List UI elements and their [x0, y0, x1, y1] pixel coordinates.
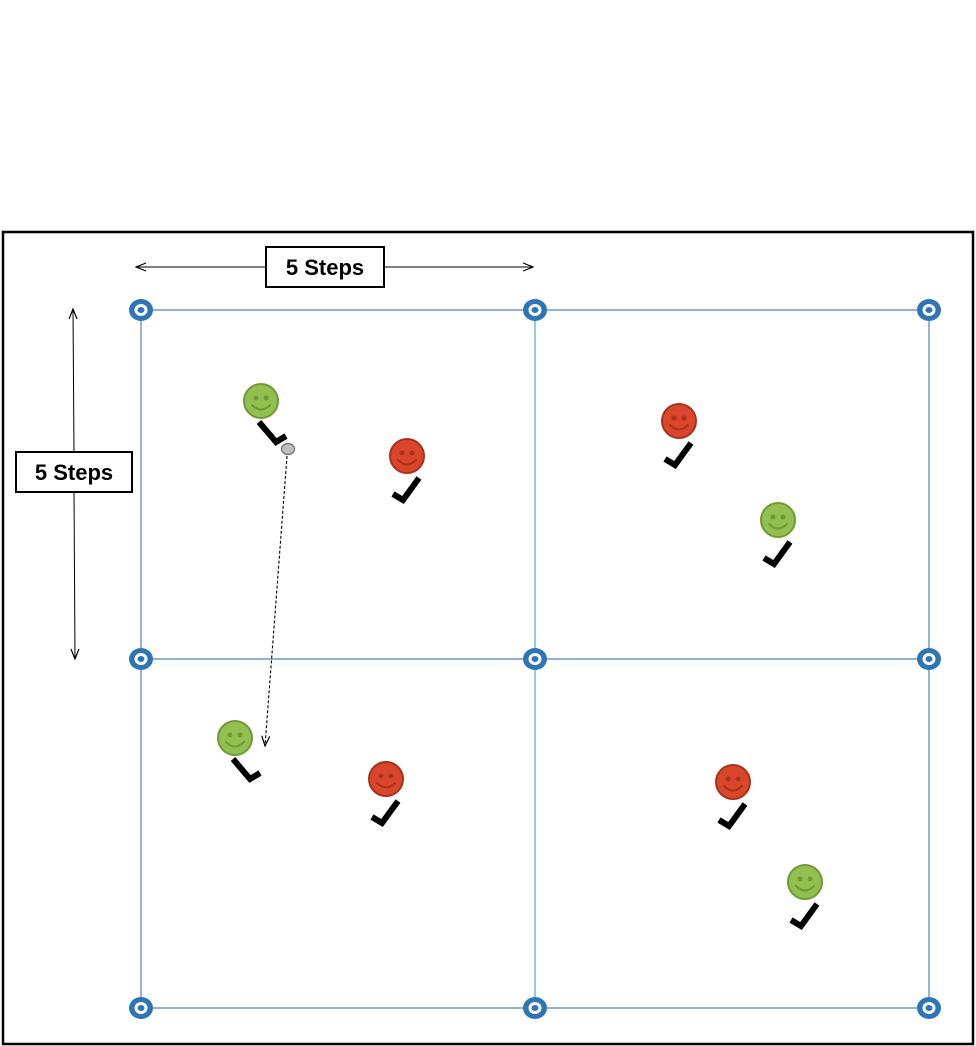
- player-red: [661, 403, 697, 469]
- hockey-stick-icon: [391, 476, 422, 504]
- player-red: [389, 438, 425, 504]
- horizontal-distance-label-box: [265, 246, 385, 288]
- vertical-distance-label-box: [15, 451, 133, 493]
- smiley-icon: [368, 761, 404, 797]
- cone-icon: [523, 648, 547, 670]
- vertical-distance-arrow: [73, 309, 74, 454]
- pass-arrow: [265, 455, 288, 746]
- player-green: [760, 502, 796, 568]
- rink-border: [1, 230, 975, 1046]
- hockey-stick-icon: [762, 540, 793, 568]
- hockey-stick-icon: [256, 420, 288, 446]
- cone-icon: [523, 299, 547, 321]
- hockey-stick-icon: [717, 802, 748, 830]
- cone-icon: [917, 648, 941, 670]
- smiley-icon: [787, 864, 823, 900]
- vertical-distance-label: 5 Steps: [35, 460, 113, 485]
- cones: [129, 299, 941, 1019]
- player-red: [368, 761, 404, 827]
- horizontal-distance-label: 5 Steps: [286, 255, 364, 280]
- hockey-stick-icon: [663, 441, 694, 469]
- puck-icon: [280, 442, 296, 456]
- vertical-distance-indicator: 5 Steps: [15, 309, 133, 659]
- hockey-stick-icon: [230, 757, 262, 783]
- cone-icon: [523, 997, 547, 1019]
- smiley-icon: [389, 438, 425, 474]
- cone-icon: [129, 997, 153, 1019]
- cone-icon: [129, 648, 153, 670]
- player-green: [243, 383, 288, 446]
- players: [217, 383, 823, 930]
- smiley-icon: [760, 502, 796, 538]
- player-red: [715, 764, 751, 830]
- player-green: [787, 864, 823, 930]
- hockey-stick-icon: [370, 799, 401, 827]
- cone-icon: [917, 299, 941, 321]
- smiley-icon: [243, 383, 279, 419]
- horizontal-distance-indicator: 5 Steps: [136, 246, 533, 288]
- smiley-icon: [217, 720, 253, 756]
- cone-icon: [917, 997, 941, 1019]
- smiley-icon: [715, 764, 751, 800]
- smiley-icon: [661, 403, 697, 439]
- cone-icon: [129, 299, 153, 321]
- hockey-stick-icon: [789, 902, 820, 930]
- vertical-distance-arrow-bottom: [74, 491, 75, 659]
- player-green: [217, 720, 262, 783]
